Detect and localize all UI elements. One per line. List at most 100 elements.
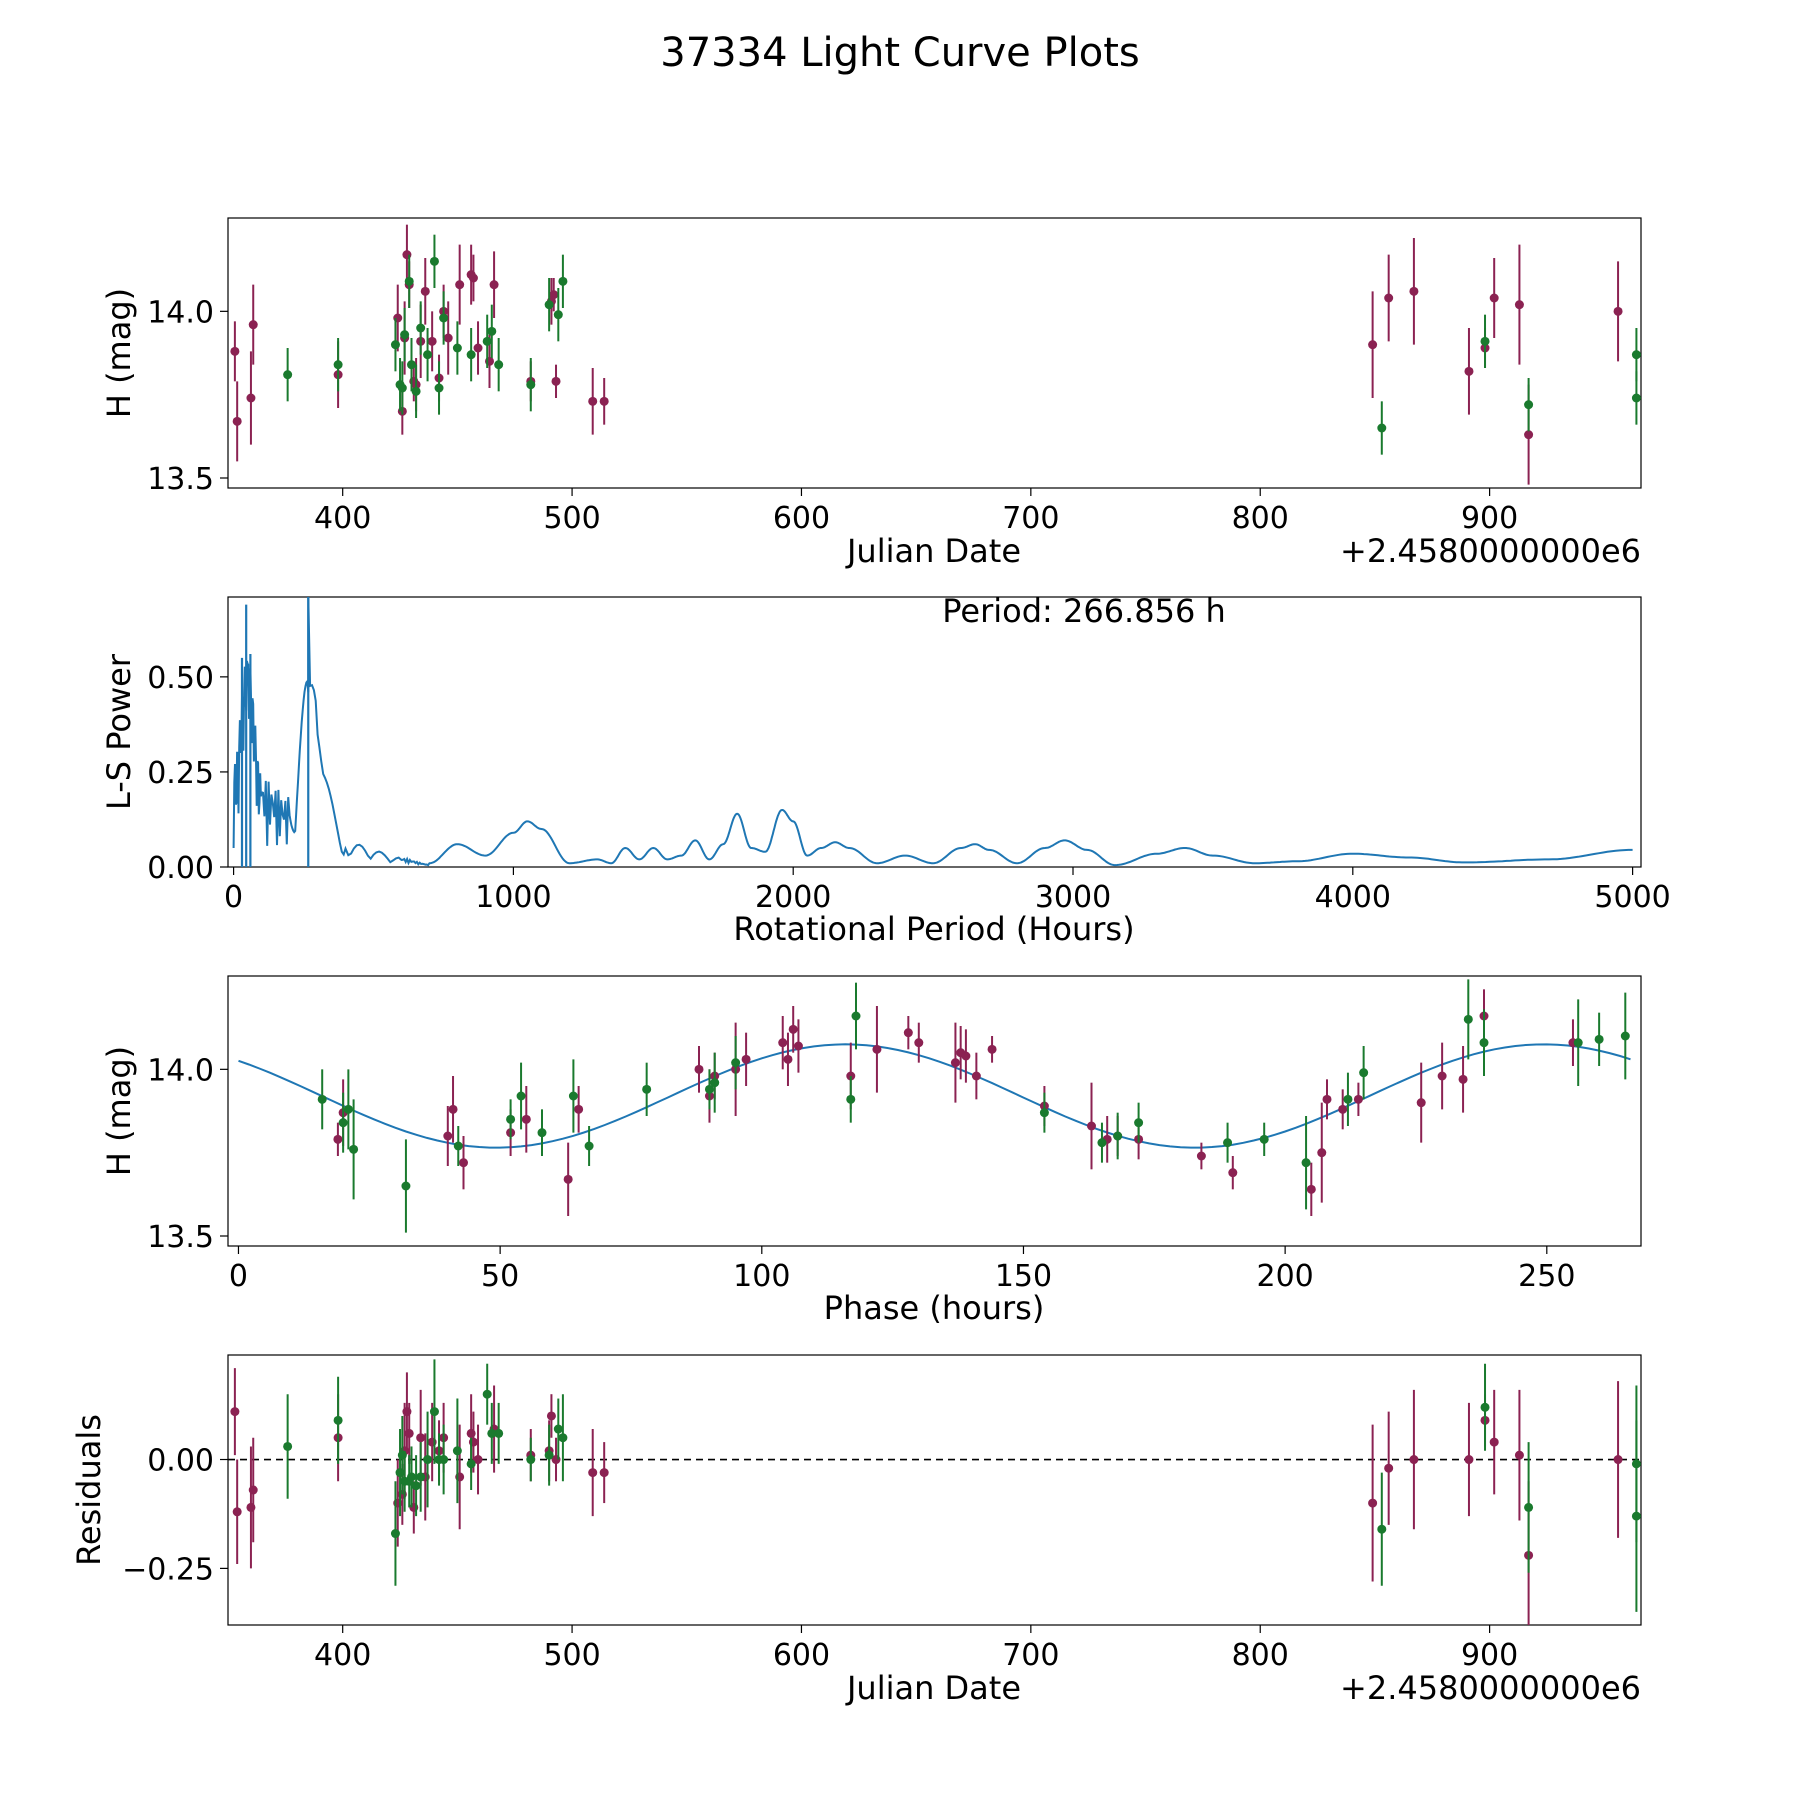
phase-point [1259,1134,1269,1144]
residuals-marks [228,1359,1641,1625]
panel-lightcurve: 400 500 600 700 800 900 13.5 14.0 Julian Date +… [100,217,1642,570]
phase-point [710,1078,720,1088]
phase-point [584,1141,594,1151]
phase-point [694,1064,704,1074]
lightcurve-point [1384,293,1394,303]
lightcurve-point [468,273,478,283]
residuals-ticks: 400 500 600 700 800 900 −0.25 0.00 [122,1444,1518,1673]
residuals-point [487,1428,497,1438]
phase-point [1479,1038,1489,1048]
lightcurve-point [1631,350,1641,360]
phase-point [574,1104,584,1114]
phase-xtick-label: 250 [1518,1259,1575,1294]
lightcurve-point [1409,286,1419,296]
lightcurve-point [549,290,559,300]
periodogram-ytick-label: 0.50 [147,661,214,696]
phase-point [343,1104,353,1114]
lightcurve-marks [230,224,1641,485]
residuals-point [1384,1463,1394,1473]
residuals-ylabel: Residuals [70,1414,108,1566]
phase-point [1343,1094,1353,1104]
phase-ticks: 0 50 100 150 200 250 13.5 14.0 [147,1053,1575,1294]
phase-point [333,1134,343,1144]
phase-point [448,1104,458,1114]
residuals-point [230,1407,240,1417]
lightcurve-point [397,383,407,393]
phase-xtick-label: 200 [1257,1259,1314,1294]
residuals-point [407,1472,417,1482]
phase-xtick-label: 100 [733,1259,790,1294]
residuals-xtick-label: 600 [773,1638,830,1673]
phase-point [453,1141,463,1151]
periodogram-ytick-label: 0.00 [147,851,214,886]
phase-marks [238,979,1631,1233]
lightcurve-point [411,386,421,396]
residuals-ytick-label: 0.00 [147,1444,214,1479]
periodogram-xtick-label: 5000 [1594,880,1670,915]
phase-xlabel: Phase (hours) [824,1289,1045,1327]
residuals-point [588,1468,598,1478]
lightcurve-plot-area [227,217,1642,489]
lightcurve-point [427,336,437,346]
lightcurve-point [443,333,453,343]
residuals-point [1489,1437,1499,1447]
periodogram-ylabel: L-S Power [100,653,138,810]
residuals-xlabel: Julian Date [845,1669,1021,1707]
phase-point [987,1044,997,1054]
periodogram-xtick-label: 0 [224,880,243,915]
lightcurve-point [404,276,414,286]
phase-point [1353,1094,1363,1104]
lightcurve-xtick-label: 500 [543,501,600,536]
lightcurve-point [1489,293,1499,303]
lightcurve-ytick-label: 13.5 [147,462,214,497]
residuals-xtick-label: 900 [1461,1638,1518,1673]
residuals-point [416,1472,426,1482]
lightcurve-point [1613,306,1623,316]
residuals-point [439,1455,449,1465]
lightcurve-point [246,393,256,403]
residuals-xtick-label: 500 [543,1638,600,1673]
lightcurve-point [526,380,536,390]
phase-point [537,1128,547,1138]
phase-point [349,1144,359,1154]
lightcurve-point [423,350,433,360]
lightcurve-point [473,343,483,353]
lightcurve-point [489,280,499,290]
residuals-point [333,1415,343,1425]
periodogram-xtick-label: 2000 [755,880,831,915]
lightcurve-point [248,320,258,330]
lightcurve-point [553,310,563,320]
lightcurve-xtick-label: 700 [1002,501,1059,536]
periodogram-xtick-label: 3000 [1035,880,1111,915]
phase-ytick-label: 14.0 [147,1053,214,1088]
residuals-point [232,1507,242,1517]
phase-point [704,1084,714,1094]
lightcurve-xtick-label: 900 [1461,501,1518,536]
periodogram-xlabel: Rotational Period (Hours) [733,910,1134,948]
lightcurve-xtick-label: 400 [314,501,371,536]
lightcurve-point [1631,393,1641,403]
lightcurve-point [455,280,465,290]
phase-point [1620,1031,1630,1041]
lightcurve-point [1464,366,1474,376]
residuals-point [248,1485,258,1495]
residuals-point [1631,1511,1641,1521]
phase-point [971,1071,981,1081]
phase-point [317,1094,327,1104]
lightcurve-ylabel: H (mag) [100,288,138,418]
periodogram-xtick-label: 4000 [1315,880,1391,915]
phase-point [443,1131,453,1141]
phase-point [459,1158,468,1168]
lightcurve-point [390,340,400,350]
figure-title: 37334 Light Curve Plots [660,30,1140,76]
residuals-point [553,1424,563,1434]
residuals-point [544,1450,554,1460]
residuals-point [526,1455,536,1465]
phase-point [642,1084,652,1094]
lightcurve-point [452,343,462,353]
phase-plot-area [227,975,1642,1247]
lightcurve-point [439,313,449,323]
residuals-point [546,1411,556,1421]
residuals-point [1613,1455,1623,1465]
lightcurve-point [494,360,504,370]
